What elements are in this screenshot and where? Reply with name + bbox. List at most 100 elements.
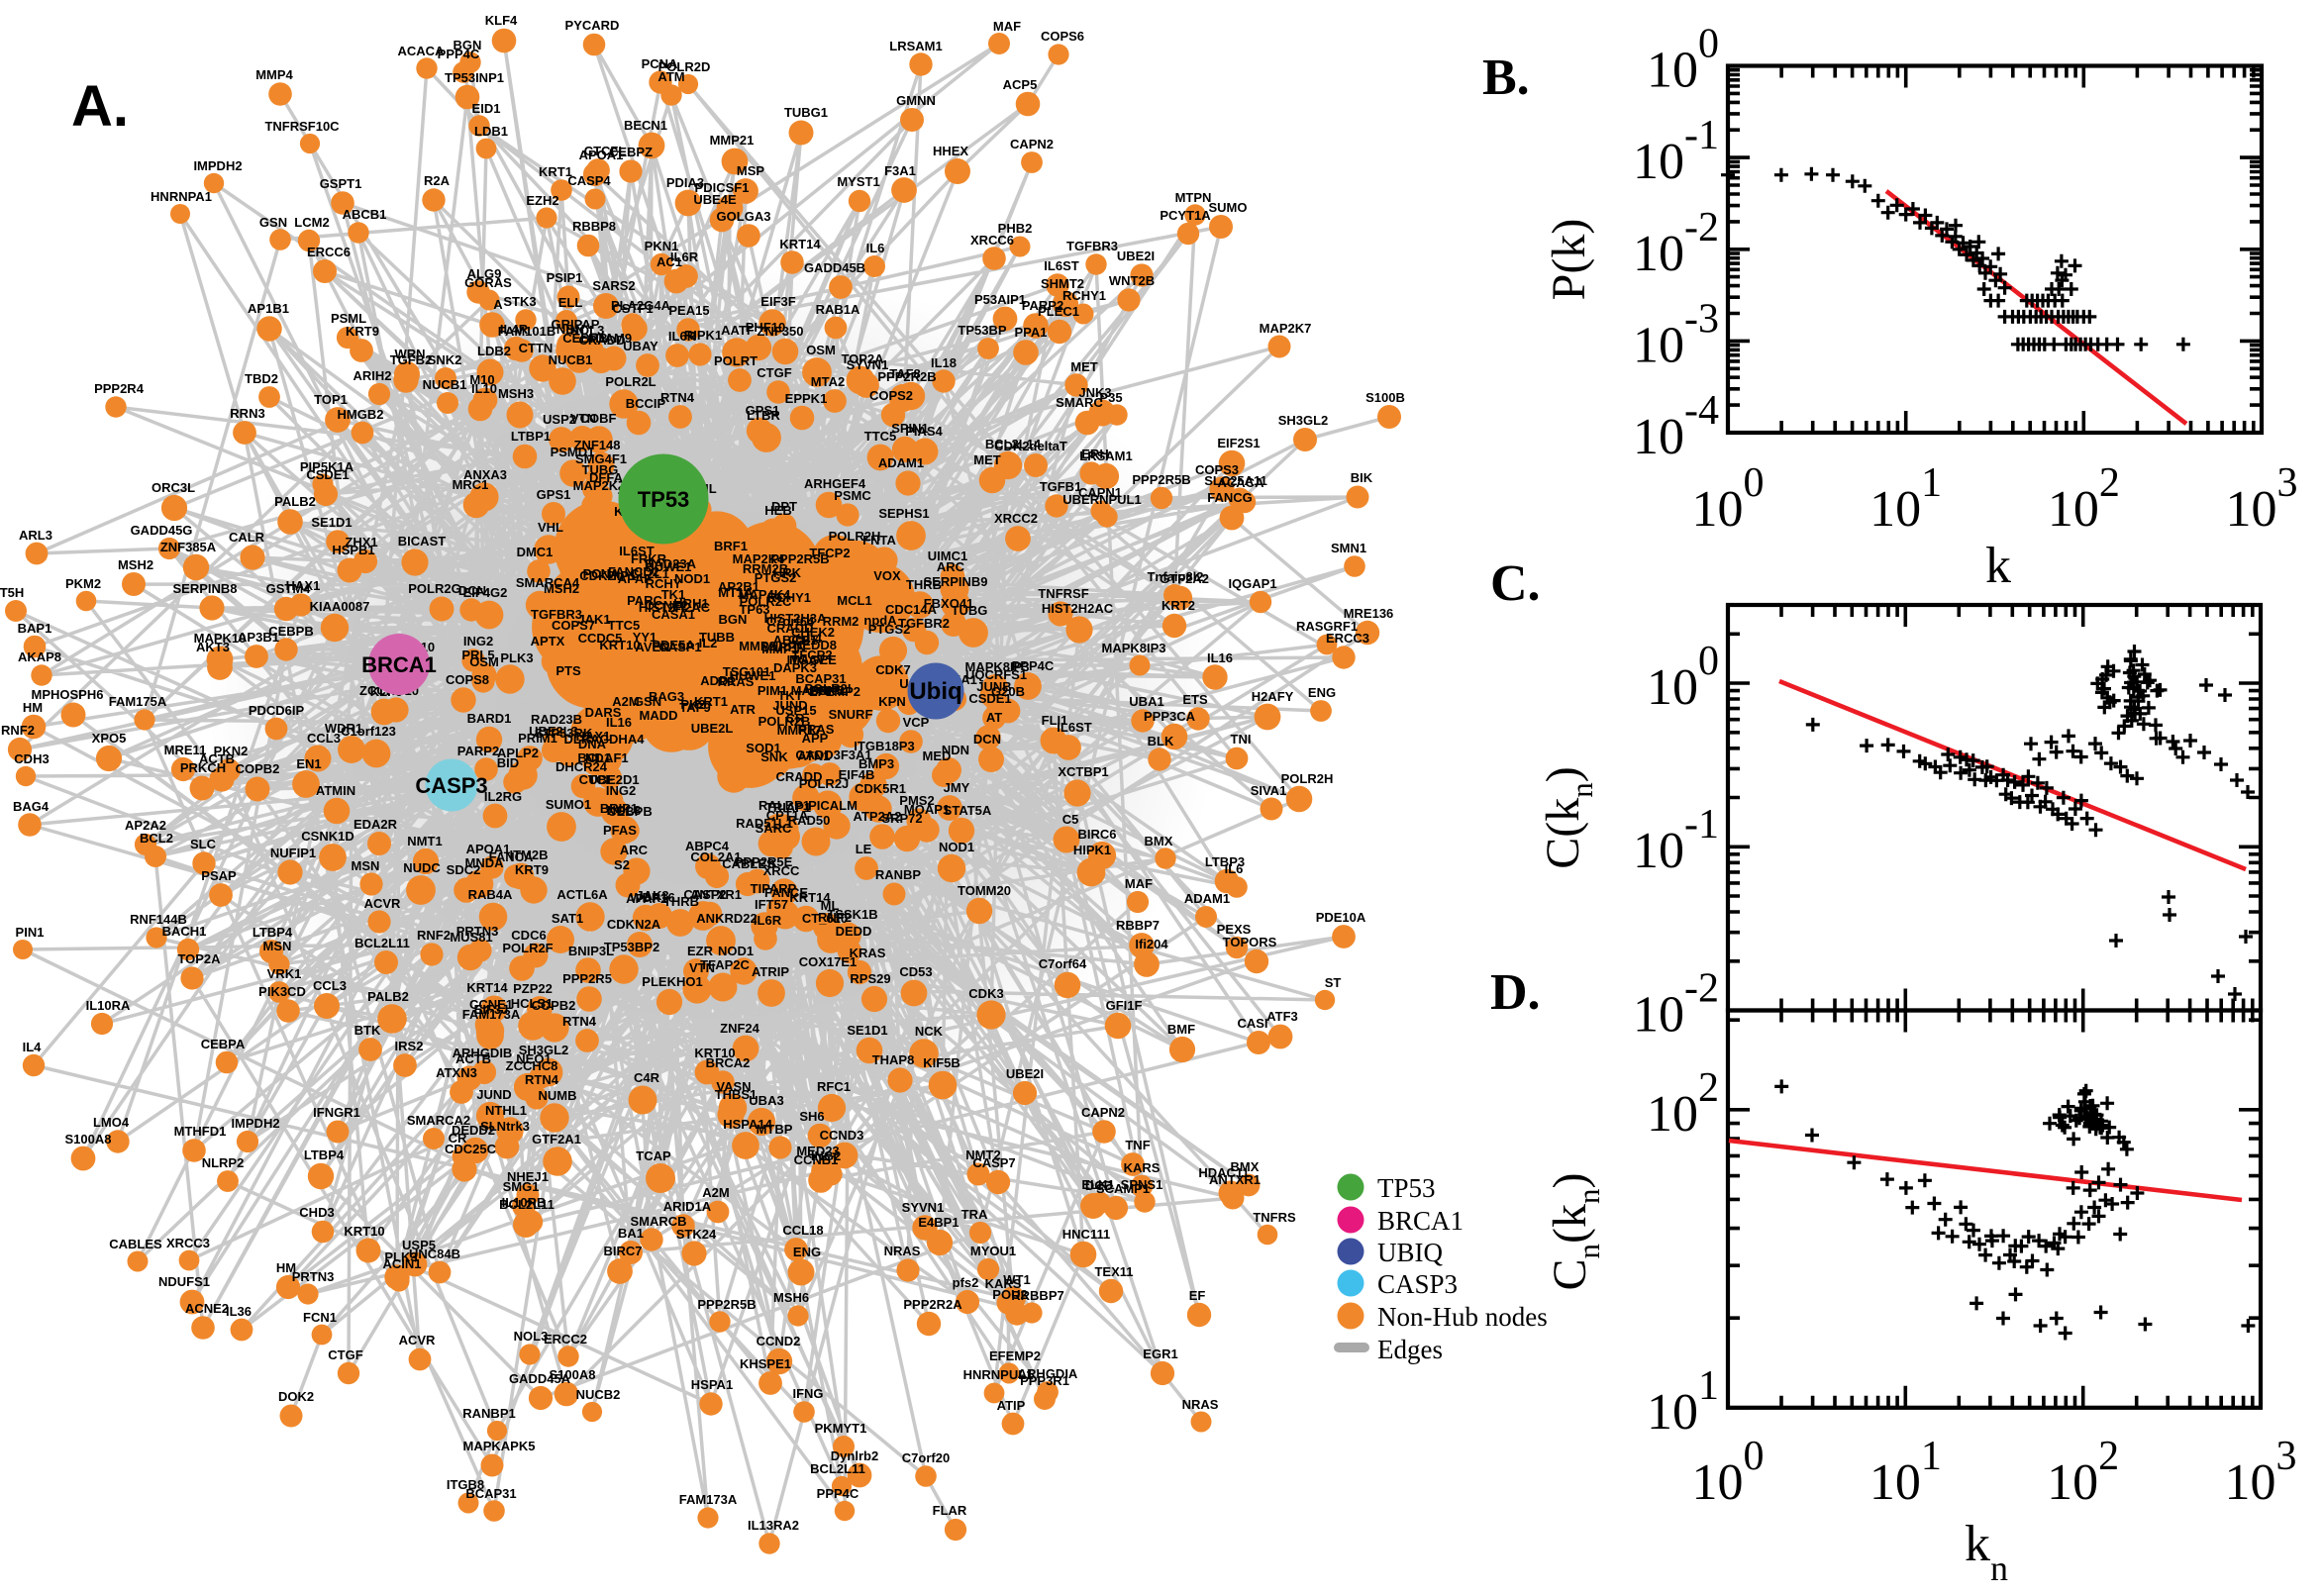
svg-text:RCHY: RCHY	[646, 576, 682, 591]
svg-text:POLR2C: POLR2C	[740, 594, 792, 609]
svg-text:PALB2: PALB2	[367, 989, 409, 1004]
svg-text:AC1: AC1	[656, 254, 682, 269]
svg-text:PPP3CA: PPP3CA	[1144, 709, 1196, 724]
svg-text:PKN1: PKN1	[645, 239, 679, 253]
svg-text:CRADD: CRADD	[776, 769, 823, 784]
svg-text:ABPC4: ABPC4	[685, 839, 730, 853]
svg-text:BCL2: BCL2	[140, 831, 173, 846]
svg-text:HIST2H2AC: HIST2H2AC	[639, 600, 711, 615]
svg-text:ARHGDIB: ARHGDIB	[453, 1046, 513, 1060]
svg-text:BCAP31: BCAP31	[465, 1486, 516, 1501]
svg-text:OSM: OSM	[806, 343, 836, 357]
svg-text:ERCC6: ERCC6	[307, 245, 351, 259]
svg-text:POLR2B: POLR2B	[758, 714, 811, 729]
svg-text:THRB: THRB	[663, 894, 699, 909]
svg-text:NUDC: NUDC	[403, 860, 441, 875]
svg-text:AT: AT	[986, 710, 1002, 725]
svg-text:RBBP7: RBBP7	[1116, 918, 1160, 933]
svg-text:PDICSF1: PDICSF1	[695, 180, 750, 195]
svg-text:HRK: HRK	[773, 565, 802, 580]
svg-text:CDH3: CDH3	[14, 751, 49, 766]
svg-text:MUS81: MUS81	[450, 930, 492, 945]
svg-text:COPS3: COPS3	[1195, 462, 1239, 477]
svg-text:CAPN2: CAPN2	[1081, 1105, 1125, 1120]
svg-text:NMT1: NMT1	[407, 834, 442, 848]
svg-text:ACP5: ACP5	[1003, 77, 1038, 92]
svg-text:CTTN: CTTN	[519, 341, 554, 355]
svg-text:RTN4: RTN4	[525, 1072, 559, 1087]
svg-text:PSML: PSML	[331, 311, 366, 326]
svg-text:MTPN: MTPN	[1175, 190, 1212, 205]
svg-text:GTF2A1: GTF2A1	[532, 1132, 581, 1147]
svg-text:MRE136: MRE136	[1344, 606, 1394, 621]
svg-text:MAF: MAF	[993, 19, 1021, 34]
svg-text:T5H: T5H	[0, 585, 24, 600]
svg-text:PPA1: PPA1	[1015, 325, 1048, 340]
svg-text:ERH: ERH	[1081, 447, 1108, 461]
svg-text:CASI: CASI	[1237, 1016, 1267, 1031]
svg-text:TSG101: TSG101	[723, 664, 770, 679]
svg-text:BICAST: BICAST	[398, 534, 446, 549]
svg-text:MET: MET	[973, 452, 1001, 467]
svg-text:EIF2S1: EIF2S1	[1217, 436, 1260, 450]
svg-text:POLR2I: POLR2I	[805, 681, 852, 696]
svg-text:XRCC2: XRCC2	[994, 511, 1038, 526]
svg-text:LRSAM1: LRSAM1	[889, 39, 942, 53]
svg-text:ML: ML	[821, 898, 840, 913]
svg-text:PSAP: PSAP	[201, 868, 237, 883]
svg-text:PPP2R5B: PPP2R5B	[1132, 472, 1190, 487]
svg-text:BIRC6: BIRC6	[1077, 827, 1116, 842]
svg-text:SH6: SH6	[799, 1109, 824, 1124]
svg-text:PDE5A: PDE5A	[652, 638, 695, 652]
svg-text:UBE4E: UBE4E	[693, 192, 737, 207]
svg-text:ATIP: ATIP	[997, 1398, 1026, 1413]
svg-text:TAF9: TAF9	[679, 700, 711, 715]
svg-text:NDUFS1: NDUFS1	[158, 1274, 210, 1289]
svg-text:DCN: DCN	[973, 732, 1001, 747]
svg-text:IL6R: IL6R	[754, 913, 782, 928]
svg-text:EN1: EN1	[296, 756, 321, 771]
svg-text:THRB: THRB	[906, 577, 942, 592]
svg-text:MSN: MSN	[263, 939, 292, 953]
svg-text:HUWE1: HUWE1	[730, 668, 776, 683]
svg-text:UBERNPUL1: UBERNPUL1	[1062, 492, 1141, 507]
svg-text:BARD1: BARD1	[467, 711, 512, 726]
svg-text:MADD: MADD	[640, 708, 678, 723]
svg-text:AP1B1: AP1B1	[248, 301, 289, 316]
svg-text:MSP: MSP	[737, 163, 765, 178]
svg-text:IL6: IL6	[1225, 861, 1244, 876]
svg-text:KARS: KARS	[1124, 1160, 1161, 1175]
svg-text:STK3: STK3	[503, 294, 536, 309]
svg-text:KRT10: KRT10	[599, 638, 640, 652]
svg-text:EF: EF	[1189, 1288, 1206, 1303]
svg-text:A2M: A2M	[702, 1185, 729, 1200]
svg-text:CDC25C: CDC25C	[445, 1142, 497, 1156]
svg-text:COPS8: COPS8	[446, 672, 489, 687]
svg-text:CD53: CD53	[899, 964, 932, 979]
svg-text:BLK: BLK	[1148, 734, 1174, 748]
svg-text:MSH2: MSH2	[544, 581, 579, 596]
svg-text:PPP4C: PPP4C	[438, 47, 480, 61]
svg-text:ADD1: ADD1	[700, 673, 735, 688]
svg-text:SRP72: SRP72	[881, 811, 922, 826]
svg-text:STK24: STK24	[676, 1227, 717, 1242]
svg-text:COPS7: COPS7	[552, 618, 595, 633]
svg-text:YY1: YY1	[633, 630, 657, 645]
svg-text:IL6R: IL6R	[670, 249, 699, 264]
svg-text:BTK: BTK	[354, 1023, 381, 1038]
svg-text:ORC3L: ORC3L	[152, 480, 195, 495]
svg-text:HSPB1: HSPB1	[332, 543, 374, 557]
svg-text:GSN: GSN	[259, 215, 287, 230]
svg-text:FANCG: FANCG	[1207, 490, 1253, 505]
svg-text:PCNA: PCNA	[583, 566, 620, 581]
svg-text:KIAA0087: KIAA0087	[310, 599, 370, 614]
svg-text:TOP2A: TOP2A	[177, 951, 221, 966]
svg-text:MET: MET	[1070, 359, 1098, 374]
svg-text:LTBP3: LTBP3	[1205, 854, 1245, 869]
svg-text:GPS1: GPS1	[746, 403, 780, 418]
svg-text:BACH1: BACH1	[162, 924, 207, 939]
svg-text:FAM173A: FAM173A	[679, 1492, 738, 1507]
svg-text:BAG4: BAG4	[13, 799, 50, 814]
svg-text:PFAS: PFAS	[603, 823, 637, 838]
svg-text:SNK2: SNK2	[428, 352, 462, 367]
